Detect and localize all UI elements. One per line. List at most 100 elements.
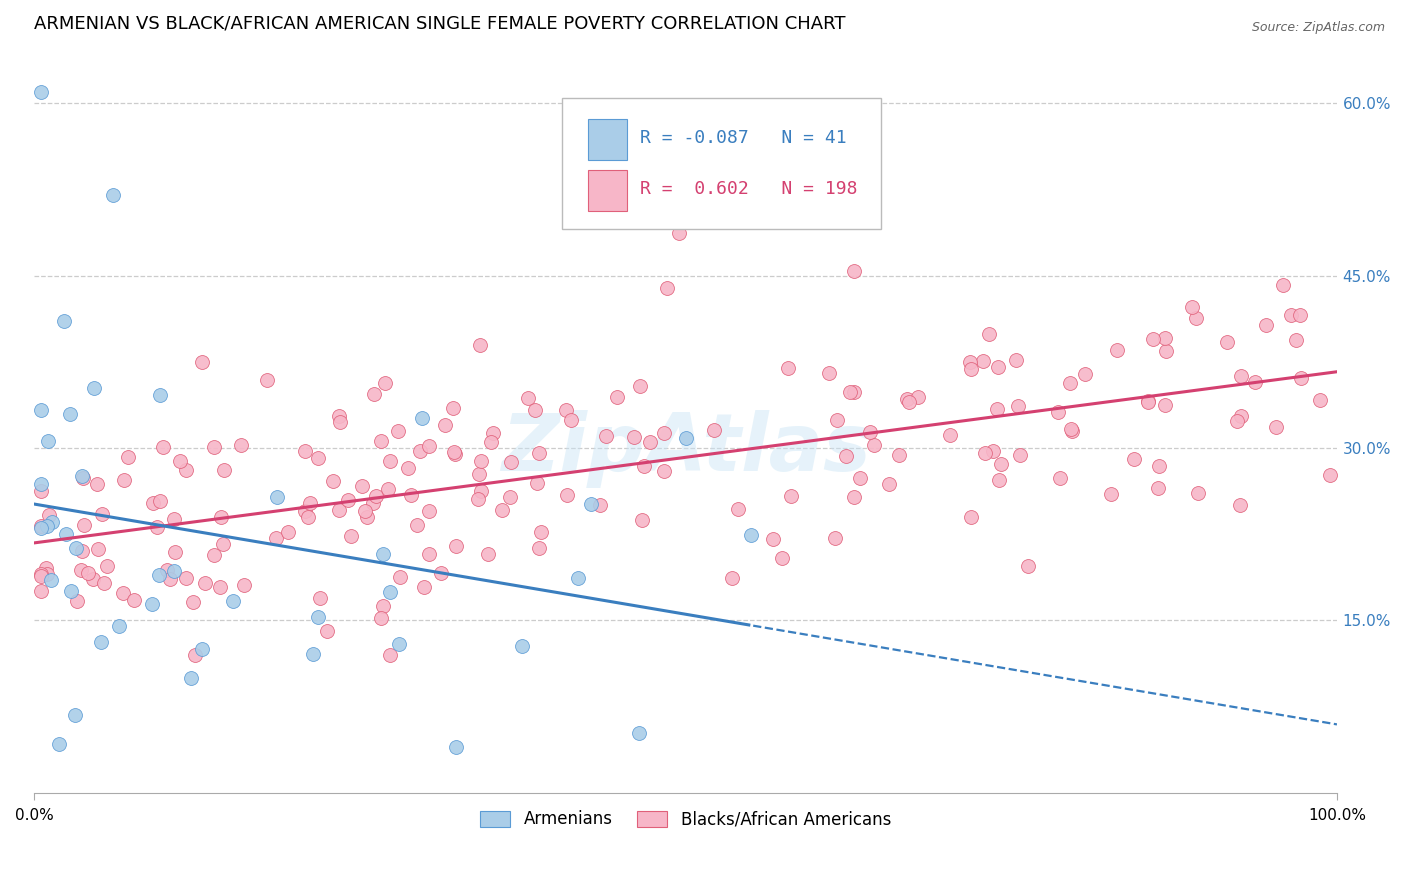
Point: [1229, 498, 1251, 512]
Point: [467, 491, 489, 506]
Point: [70, 469, 93, 483]
Bar: [588, 120, 627, 161]
Point: [589, 498, 612, 512]
Point: [294, 444, 316, 458]
Point: [229, 438, 252, 452]
Point: [373, 548, 395, 562]
Point: [356, 510, 378, 524]
Point: [162, 511, 184, 525]
Point: [990, 458, 1012, 472]
Point: [53, 314, 76, 328]
Point: [141, 597, 163, 611]
Point: [606, 390, 628, 404]
Point: [184, 648, 207, 662]
Point: [972, 354, 994, 368]
Point: [444, 739, 467, 754]
Point: [149, 494, 172, 508]
Point: [30, 566, 52, 581]
Point: [959, 355, 981, 369]
FancyBboxPatch shape: [562, 98, 882, 228]
Point: [1244, 375, 1267, 389]
Point: [477, 547, 499, 561]
Point: [418, 547, 440, 561]
Point: [1153, 398, 1175, 412]
Point: [146, 520, 169, 534]
Point: [142, 496, 165, 510]
Point: [366, 489, 388, 503]
Point: [555, 403, 578, 417]
Point: [233, 578, 256, 592]
Point: [555, 488, 578, 502]
Point: [35, 519, 58, 533]
Point: [887, 448, 910, 462]
Point: [1230, 409, 1253, 423]
Point: [413, 581, 436, 595]
Point: [595, 429, 617, 443]
Point: [770, 551, 793, 566]
Point: [202, 440, 225, 454]
Point: [371, 599, 394, 614]
Point: [1226, 414, 1249, 428]
Point: [824, 531, 846, 545]
Point: [1254, 318, 1277, 332]
Point: [1017, 559, 1039, 574]
Point: [668, 226, 690, 240]
Point: [527, 541, 550, 556]
Point: [1005, 352, 1028, 367]
Point: [96, 558, 118, 573]
Point: [222, 594, 245, 608]
Point: [1285, 333, 1308, 347]
Point: [862, 438, 884, 452]
Point: [1010, 448, 1032, 462]
Point: [214, 463, 236, 477]
Point: [470, 484, 492, 499]
Point: [377, 482, 399, 496]
Point: [93, 575, 115, 590]
Point: [907, 390, 929, 404]
Point: [48, 737, 70, 751]
Point: [322, 474, 344, 488]
Point: [103, 188, 125, 202]
Point: [443, 445, 465, 459]
Point: [165, 545, 187, 559]
Point: [30, 569, 52, 583]
Point: [180, 671, 202, 685]
Point: [266, 490, 288, 504]
Point: [388, 570, 411, 584]
Point: [90, 634, 112, 648]
Point: [69, 563, 91, 577]
Point: [938, 427, 960, 442]
Point: [652, 464, 675, 478]
Point: [491, 503, 513, 517]
Point: [527, 446, 550, 460]
Point: [370, 610, 392, 624]
Point: [1154, 344, 1177, 359]
Point: [1288, 308, 1310, 322]
Point: [959, 361, 981, 376]
Point: [328, 503, 350, 517]
Point: [430, 566, 453, 580]
Text: ARMENIAN VS BLACK/AFRICAN AMERICAN SINGLE FEMALE POVERTY CORRELATION CHART: ARMENIAN VS BLACK/AFRICAN AMERICAN SINGL…: [34, 15, 846, 33]
Point: [567, 571, 589, 585]
Point: [579, 497, 602, 511]
Point: [1309, 393, 1331, 408]
Point: [1271, 278, 1294, 293]
Point: [631, 513, 654, 527]
Point: [30, 85, 52, 99]
Point: [1060, 422, 1083, 436]
Point: [30, 477, 52, 491]
Point: [176, 571, 198, 585]
Point: [361, 496, 384, 510]
Point: [181, 595, 204, 609]
Point: [1060, 424, 1083, 438]
Point: [307, 610, 329, 624]
Point: [277, 524, 299, 539]
Point: [191, 641, 214, 656]
Point: [1319, 467, 1341, 482]
Point: [517, 391, 540, 405]
Point: [657, 281, 679, 295]
Point: [652, 425, 675, 440]
Point: [778, 360, 800, 375]
Point: [72, 471, 94, 485]
Point: [191, 355, 214, 369]
